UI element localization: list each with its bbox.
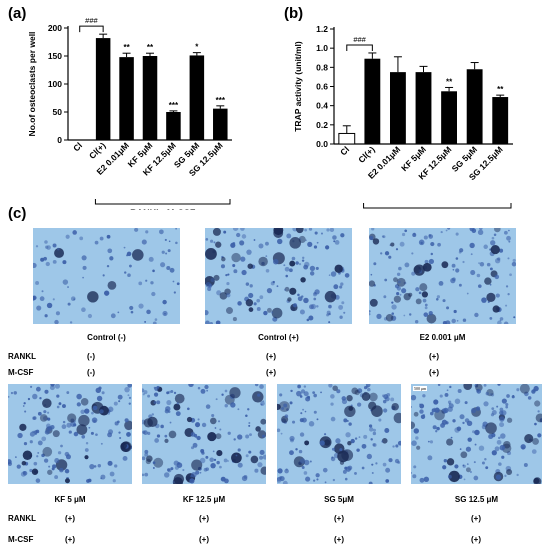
chartA-ytick-label: 200: [48, 23, 62, 33]
chartB-ytick-label: 1.0: [316, 43, 328, 53]
chartB-bracket-label: ###: [353, 35, 366, 44]
chartB-bar: [338, 132, 356, 145]
chartA-bar: [95, 38, 111, 140]
micrograph-texture: [142, 384, 266, 484]
panel-b-letter: (b): [284, 5, 304, 22]
caption-kf-12-5: KF 12.5 μM: [182, 495, 226, 504]
chartB-ytick-label: 0.0: [316, 139, 328, 149]
chartB-ytick-label: 0.8: [316, 62, 328, 72]
osteoclast-count-chart: 0 50 100 150 200 No.of osteoclasts per well Cl…: [27, 16, 232, 210]
chartA-y-label: No.of osteoclasts per well: [27, 32, 37, 137]
caption-sg-5: SG 5μM: [324, 495, 354, 504]
chartB-ytick-label: 0.6: [316, 82, 328, 92]
micrograph-texture: [411, 384, 542, 484]
chartB-ytick-label: 0.4: [316, 101, 328, 111]
rankl-control-pos: (+): [266, 352, 276, 361]
chartB-bar: [466, 69, 483, 144]
micrograph-control-pos: [205, 228, 352, 324]
chartA-bar: [166, 112, 181, 140]
chartA-significance: *: [195, 43, 199, 52]
chartB-significance: **: [497, 85, 504, 94]
chartB-y-label: TRAP activity (unit/ml): [293, 41, 303, 132]
mcsf-control-neg: (-): [87, 368, 95, 377]
micrograph-kf-12-5: [142, 384, 266, 484]
chartA-group-bracket: [94, 199, 231, 205]
chartB-bar: [364, 58, 381, 145]
scale-bar-label: 500 μm: [413, 386, 428, 391]
panel-a-letter: (a): [8, 5, 27, 22]
rankl-sg-5: (+): [334, 514, 344, 523]
mcsf-sg-12-5: (+): [471, 535, 481, 544]
micrograph-texture: [369, 228, 516, 324]
trap-activity-chart: 0.0 0.2 0.4 0.6 0.8 1.0 1.2 TRAP activity (unit…: [293, 24, 513, 209]
micrograph-e2: [369, 228, 516, 324]
chartA-xtick-label: Cl: [71, 140, 84, 153]
mcsf-sg-5: (+): [334, 535, 344, 544]
chartB-group-bracket: [363, 203, 512, 209]
micrograph-control-neg: [33, 228, 180, 324]
chartB-xtick-label: Cl: [338, 144, 351, 157]
mcsf-e2: (+): [429, 368, 439, 377]
micrograph-texture: [33, 228, 180, 324]
chartB-bracket: [346, 44, 373, 51]
caption-e2: E2 0.001 μM: [419, 333, 466, 342]
mcsf-kf-5: (+): [65, 535, 75, 544]
chartA-bar: [213, 108, 228, 140]
chartA-significance: **: [147, 43, 154, 52]
chartA-ytick-label: 150: [48, 51, 62, 61]
chartA-ytick-label: 50: [53, 107, 63, 117]
caption-sg-12-5: SG 12.5 μM: [454, 495, 499, 504]
chartA-group-label: RANKL+M-CSF: [130, 208, 196, 210]
chartB-bar: [441, 91, 457, 144]
micrograph-kf-5: [8, 384, 132, 484]
chartB-significance: **: [446, 77, 453, 86]
micrograph-texture: [277, 384, 401, 484]
chartB-ytick-label: 0.2: [316, 120, 328, 130]
caption-control-neg: Control (-): [87, 333, 126, 342]
row2-mcsf-label: M-CSF: [8, 535, 34, 544]
chartA-significance: ***: [169, 101, 179, 110]
row1-mcsf-label: M-CSF: [8, 368, 34, 377]
chartA-bracket: [79, 25, 104, 33]
chartA-bar: [119, 57, 134, 141]
chartA-bracket-label: ###: [85, 16, 98, 25]
chartA-bar: [142, 56, 158, 140]
panel-c-letter: (c): [8, 205, 27, 222]
micrograph-texture: [8, 384, 132, 484]
chartA-bar: [189, 55, 205, 140]
caption-control-pos: Control (+): [258, 333, 299, 342]
micrograph-sg-12-5: [411, 384, 542, 484]
caption-kf-5: KF 5 μM: [54, 495, 86, 504]
chartA-significance: **: [123, 43, 130, 52]
chartB-bar: [390, 72, 406, 144]
micrograph-texture: [205, 228, 352, 324]
row2-rankl-label: RANKL: [8, 514, 36, 523]
chartA-significance: ***: [216, 96, 226, 105]
mcsf-kf-12-5: (+): [199, 535, 209, 544]
rankl-kf-5: (+): [65, 514, 75, 523]
chartB-bar: [492, 97, 509, 144]
rankl-kf-12-5: (+): [199, 514, 209, 523]
chartA-xtick-label: Cl(+): [87, 140, 108, 161]
rankl-control-neg: (-): [87, 352, 95, 361]
chartB-ytick-label: 1.2: [316, 24, 328, 34]
rankl-e2: (+): [429, 352, 439, 361]
chartB-xtick-label: Cl(+): [356, 144, 377, 165]
chartA-ytick-label: 0: [57, 135, 62, 145]
chartA-ytick-label: 100: [48, 79, 62, 89]
chartB-bar: [415, 72, 432, 144]
rankl-sg-12-5: (+): [471, 514, 481, 523]
mcsf-control-pos: (+): [266, 368, 276, 377]
row1-rankl-label: RANKL: [8, 352, 36, 361]
micrograph-sg-5: [277, 384, 401, 484]
